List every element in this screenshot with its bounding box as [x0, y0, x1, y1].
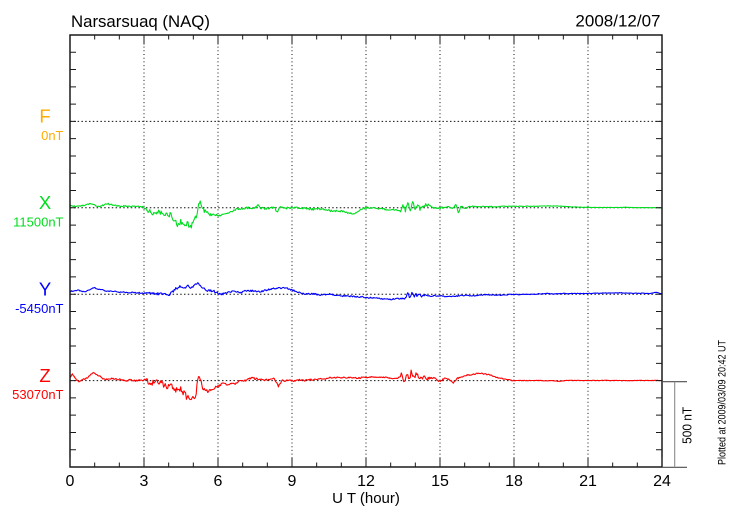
svg-text:500 nT: 500 nT	[680, 407, 695, 444]
svg-text:21: 21	[579, 473, 597, 490]
svg-text:0: 0	[66, 473, 75, 490]
svg-text:15: 15	[431, 473, 449, 490]
svg-text:24: 24	[653, 473, 671, 490]
svg-text:Narsarsuaq (NAQ): Narsarsuaq (NAQ)	[71, 12, 210, 31]
svg-text:3: 3	[140, 473, 149, 490]
svg-text:6: 6	[214, 473, 223, 490]
svg-text:9: 9	[288, 473, 297, 490]
svg-text:2008/12/07: 2008/12/07	[575, 12, 660, 31]
svg-text:53070nT: 53070nT	[12, 387, 63, 402]
svg-text:Plotted at 2009/03/09 20:42 UT: Plotted at 2009/03/09 20:42 UT	[717, 340, 729, 465]
svg-text:Y: Y	[39, 278, 51, 299]
svg-text:F: F	[39, 106, 50, 127]
svg-text:0nT: 0nT	[41, 128, 63, 143]
svg-text:12: 12	[357, 473, 375, 490]
svg-text:X: X	[39, 192, 51, 213]
svg-text:-5450nT: -5450nT	[15, 301, 63, 316]
svg-text:18: 18	[505, 473, 523, 490]
svg-text:U T (hour): U T (hour)	[332, 490, 400, 507]
svg-text:Z: Z	[39, 365, 50, 386]
svg-text:11500nT: 11500nT	[13, 214, 63, 229]
